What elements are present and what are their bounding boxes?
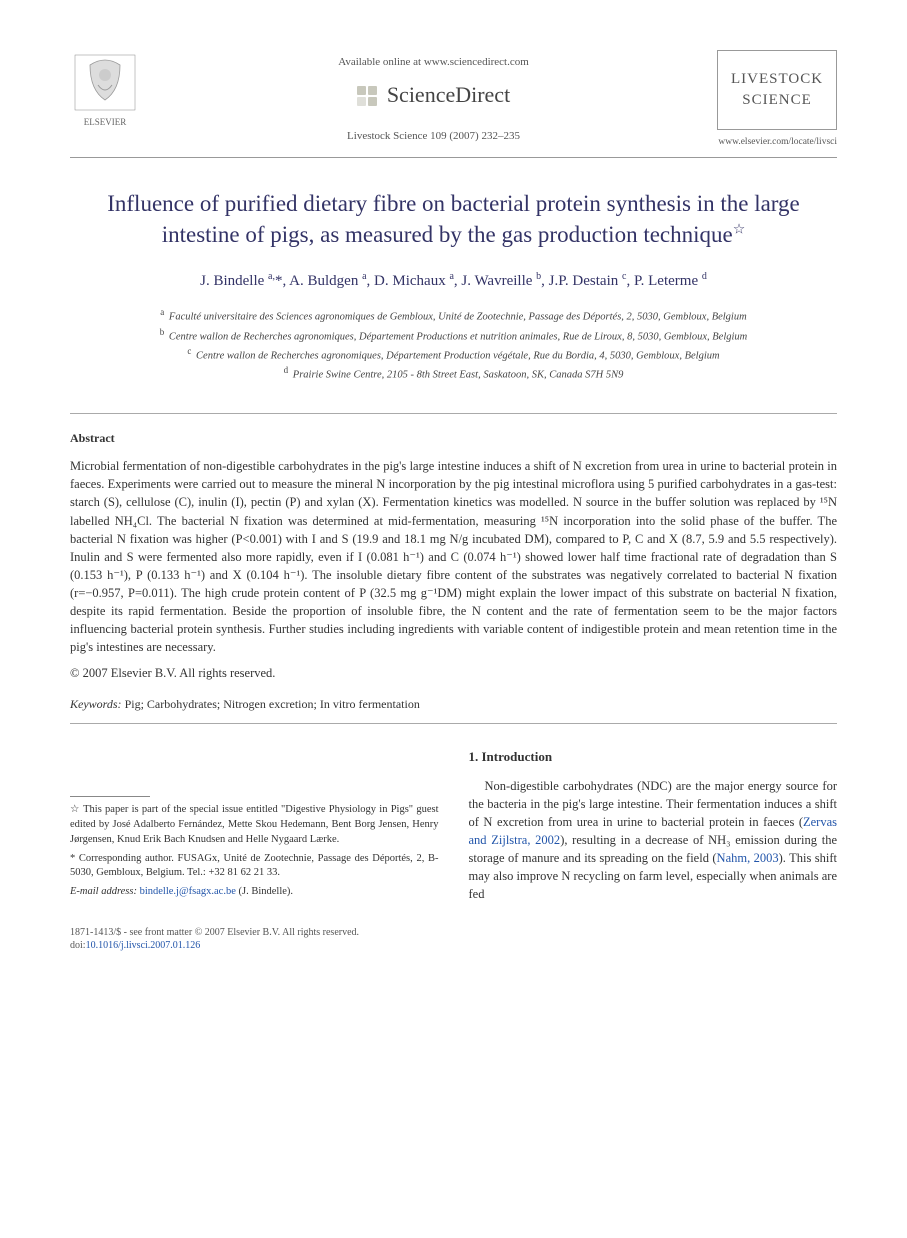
doi-link[interactable]: 10.1016/j.livsci.2007.01.126 xyxy=(86,940,201,951)
journal-cover: LIVESTOCK SCIENCE xyxy=(717,50,837,130)
footnote-star: ☆ This paper is part of the special issu… xyxy=(70,803,439,847)
elsevier-logo-icon: ELSEVIER xyxy=(70,50,140,130)
citation-text: Livestock Science 109 (2007) 232–235 xyxy=(160,129,707,144)
title-footnote-star: ☆ xyxy=(733,223,746,238)
introduction-heading: 1. Introduction xyxy=(469,748,838,767)
doi-label: doi: xyxy=(70,940,86,951)
introduction-paragraph: Non-digestible carbohydrates (NDC) are t… xyxy=(469,777,838,904)
intro-text-1: Non-digestible carbohydrates (NDC) are t… xyxy=(469,779,838,829)
publisher-logo-block: ELSEVIER xyxy=(70,50,160,135)
footer-copyright: 1871-1413/$ - see front matter © 2007 El… xyxy=(70,926,837,939)
available-online-text: Available online at www.sciencedirect.co… xyxy=(160,55,707,70)
affiliation-line: a Faculté universitaire des Sciences agr… xyxy=(70,306,837,325)
affiliation-line: d Prairie Swine Centre, 2105 - 8th Stree… xyxy=(70,364,837,383)
journal-url: www.elsevier.com/locate/livsci xyxy=(707,136,837,149)
email-link[interactable]: bindelle.j@fsagx.ac.be xyxy=(140,886,236,897)
email-label: E-mail address: xyxy=(70,886,137,897)
sciencedirect-logo: ScienceDirect xyxy=(160,80,707,111)
email-author: (J. Bindelle). xyxy=(239,886,294,897)
affiliation-line: b Centre wallon de Recherches agronomiqu… xyxy=(70,326,837,345)
footnote-rule xyxy=(70,796,150,797)
title-text: Influence of purified dietary fibre on b… xyxy=(107,191,800,247)
page: ELSEVIER Available online at www.science… xyxy=(0,0,907,992)
divider xyxy=(70,413,837,414)
keywords-text: Pig; Carbohydrates; Nitrogen excretion; … xyxy=(125,697,420,711)
footnote-email: E-mail address: bindelle.j@fsagx.ac.be (… xyxy=(70,885,439,900)
keywords: Keywords: Pig; Carbohydrates; Nitrogen e… xyxy=(70,696,837,713)
left-column: ☆ This paper is part of the special issu… xyxy=(70,748,439,904)
page-footer: 1871-1413/$ - see front matter © 2007 El… xyxy=(70,926,837,952)
footer-doi: doi:10.1016/j.livsci.2007.01.126 xyxy=(70,939,837,952)
svg-text:ELSEVIER: ELSEVIER xyxy=(84,117,127,127)
body-columns: ☆ This paper is part of the special issu… xyxy=(70,748,837,904)
affiliations: a Faculté universitaire des Sciences agr… xyxy=(70,306,837,383)
abstract-heading: Abstract xyxy=(70,430,837,447)
authors-line: J. Bindelle a,*, A. Buldgen a, D. Michau… xyxy=(70,270,837,292)
sciencedirect-text: ScienceDirect xyxy=(387,80,510,111)
header: ELSEVIER Available online at www.science… xyxy=(70,50,837,158)
header-center: Available online at www.sciencedirect.co… xyxy=(160,50,707,145)
divider xyxy=(70,723,837,724)
abstract-copyright: © 2007 Elsevier B.V. All rights reserved… xyxy=(70,665,837,683)
article-title: Influence of purified dietary fibre on b… xyxy=(70,188,837,250)
keywords-label: Keywords: xyxy=(70,697,122,711)
header-right: LIVESTOCK SCIENCE www.elsevier.com/locat… xyxy=(707,50,837,149)
footnote-corresponding: * Corresponding author. FUSAGx, Unité de… xyxy=(70,852,439,881)
reference-link[interactable]: Nahm, 2003 xyxy=(717,851,779,865)
sciencedirect-icon xyxy=(357,86,381,106)
abstract-text: Microbial fermentation of non-digestible… xyxy=(70,457,837,656)
affiliation-line: c Centre wallon de Recherches agronomiqu… xyxy=(70,345,837,364)
right-column: 1. Introduction Non-digestible carbohydr… xyxy=(469,748,838,904)
